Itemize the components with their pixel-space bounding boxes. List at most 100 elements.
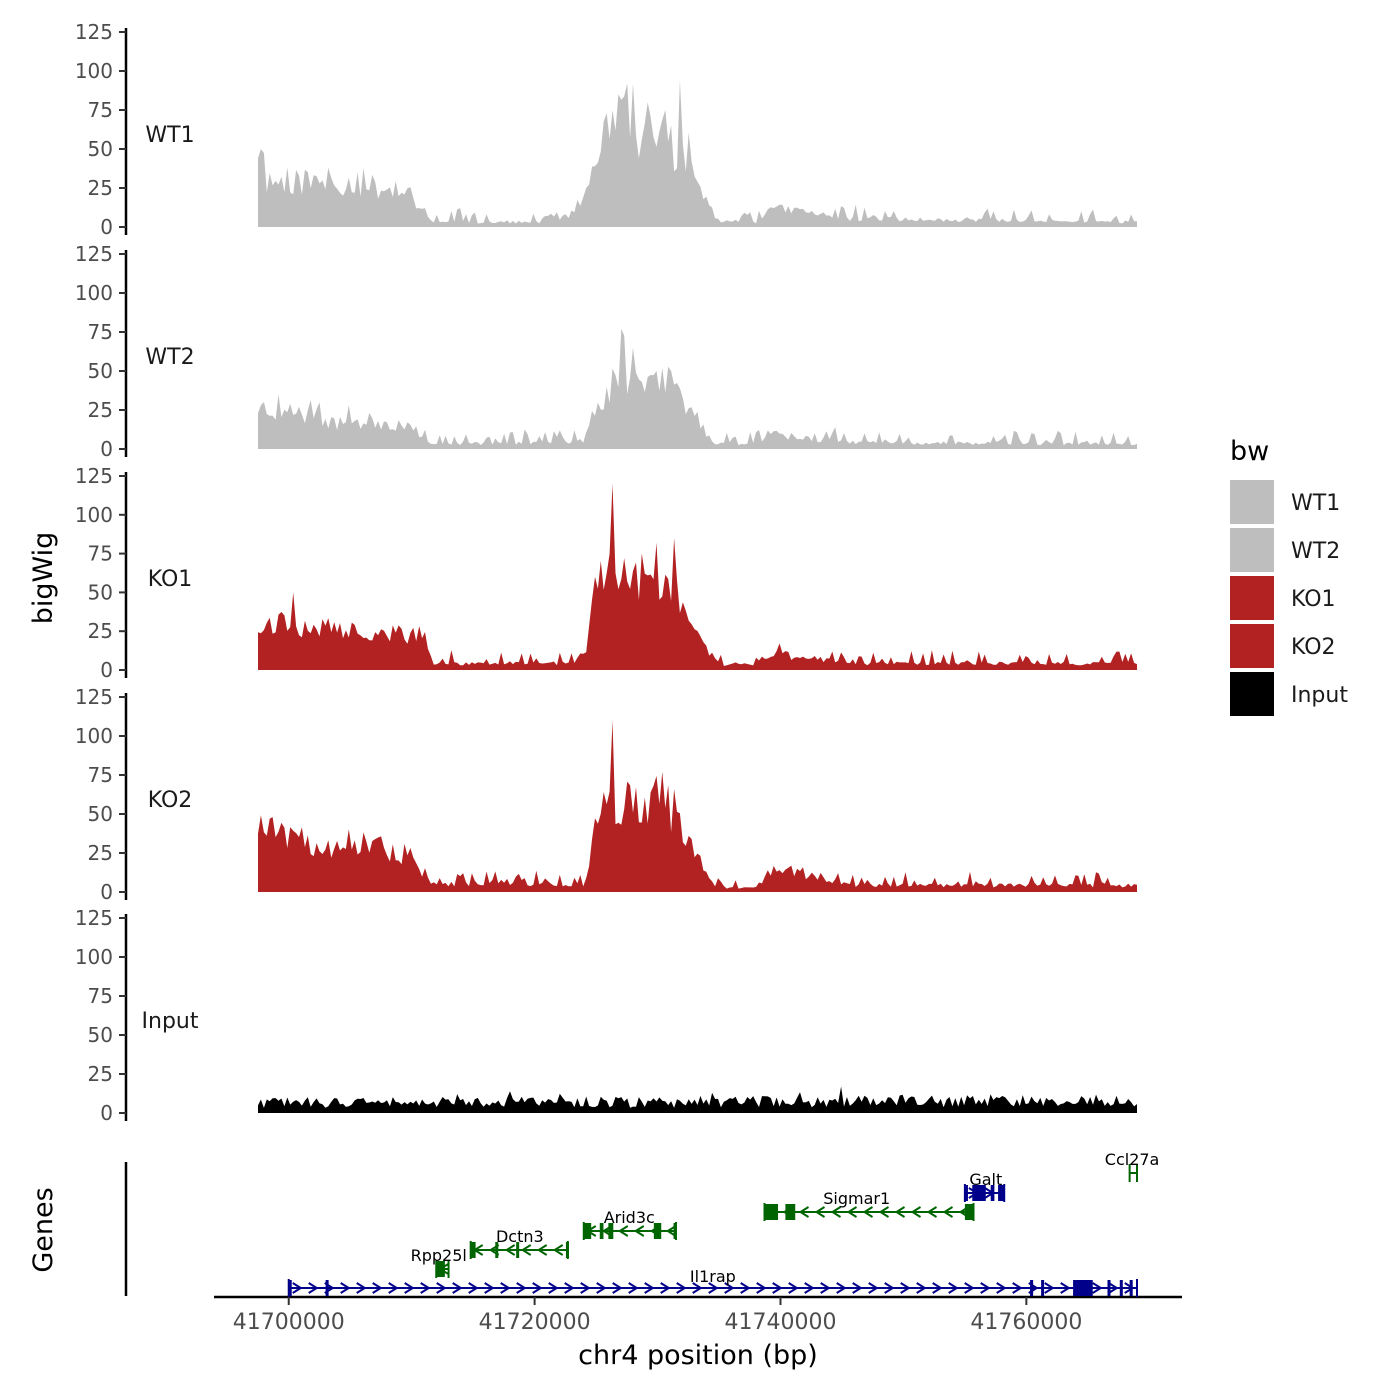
legend-key-ko1: [1230, 576, 1274, 620]
y-tick-label: 50: [88, 137, 113, 161]
strand-arrow: [820, 1282, 831, 1294]
strand-arrow: [878, 1206, 890, 1218]
legend: bw WT1 WT2 KO1 KO2 Input: [1230, 436, 1348, 716]
legend-key-input: [1230, 672, 1274, 716]
legend-label-input: Input: [1291, 683, 1348, 708]
strand-arrow: [520, 1244, 532, 1256]
strand-arrow: [580, 1282, 591, 1294]
strand-arrow: [798, 1206, 810, 1218]
legend-key-wt2: [1230, 528, 1274, 572]
exon: [1129, 1280, 1133, 1296]
strand-arrow: [830, 1206, 842, 1218]
strand-arrow: [548, 1282, 559, 1294]
y-tick-label: 75: [88, 984, 113, 1008]
exon: [1119, 1280, 1123, 1296]
strand-arrow: [596, 1282, 607, 1294]
strand-arrow: [1044, 1282, 1055, 1294]
strand-arrow: [504, 1244, 516, 1256]
legend-label-ko1: KO1: [1291, 587, 1336, 612]
coverage-area-wt2: [258, 328, 1137, 449]
strand-arrow: [484, 1282, 495, 1294]
gene-ccl27a: Ccl27a: [1105, 1150, 1160, 1182]
exon: [583, 1223, 592, 1239]
y-tick-label: 0: [100, 437, 113, 461]
exon: [764, 1204, 779, 1220]
exon: [785, 1204, 796, 1220]
y-tick-label: 75: [88, 98, 113, 122]
strand-arrow: [404, 1282, 415, 1294]
y-tick-label: 50: [88, 1023, 113, 1047]
gene-label: Galt: [969, 1170, 1002, 1189]
gene-label: Ccl27a: [1105, 1150, 1160, 1169]
strand-arrow: [926, 1206, 938, 1218]
y-tick-label: 0: [100, 215, 113, 239]
coverage-area-wt1: [258, 80, 1137, 228]
x-tick-label: 41720000: [479, 1310, 591, 1335]
y-tick-label: 25: [88, 176, 113, 200]
legend-title: bw: [1230, 436, 1269, 467]
coverage-area-ko1: [258, 483, 1137, 670]
y-tick-label: 0: [100, 1101, 113, 1125]
track-label: KO1: [148, 567, 193, 592]
exon: [653, 1223, 662, 1239]
strand-arrow: [900, 1282, 911, 1294]
strand-arrow: [724, 1282, 735, 1294]
coverage-tracks: 0 25 50 75 100 125 WT1 0 25 50 75 100 125 WT2 0 25 50 75 1…: [75, 20, 1137, 1125]
exon: [495, 1242, 499, 1258]
y-tick-label: 125: [75, 906, 113, 930]
strand-arrow: [500, 1282, 511, 1294]
gene-arid3c: Arid3c: [582, 1208, 677, 1240]
y-tick-label: 25: [88, 619, 113, 643]
strand-arrow: [633, 1225, 645, 1237]
gene-annotation-panel: 41700000 41720000 41740000 41760000 Il1rap Rp…: [124, 1150, 1182, 1335]
y-tick-label: 25: [88, 398, 113, 422]
exon: [470, 1242, 476, 1258]
track-label: WT2: [145, 345, 194, 370]
track-ko2: 0 25 50 75 100 125 KO2: [75, 685, 1137, 904]
exon: [972, 1185, 986, 1201]
strand-arrow: [894, 1206, 906, 1218]
strand-arrow: [910, 1206, 922, 1218]
strand-arrow: [612, 1282, 623, 1294]
genes-axis-title: Genes: [28, 1187, 59, 1272]
strand-arrow: [420, 1282, 431, 1294]
exon: [1073, 1280, 1093, 1296]
y-tick-label: 25: [88, 1062, 113, 1086]
strand-arrow: [1092, 1282, 1103, 1294]
strand-arrow: [644, 1282, 655, 1294]
strand-arrow: [756, 1282, 767, 1294]
strand-arrow: [862, 1206, 874, 1218]
strand-arrow: [948, 1282, 959, 1294]
exon: [608, 1223, 614, 1239]
strand-arrow: [308, 1282, 319, 1294]
strand-arrow: [532, 1282, 543, 1294]
strand-arrow: [772, 1282, 783, 1294]
strand-arrow: [356, 1282, 367, 1294]
exon: [990, 1185, 995, 1201]
exon: [516, 1242, 520, 1258]
track-wt1: 0 25 50 75 100 125 WT1: [75, 20, 1137, 239]
y-tick-label: 100: [75, 281, 113, 305]
legend-label-wt2: WT2: [1291, 539, 1340, 564]
strand-arrow: [788, 1282, 799, 1294]
y-tick-label: 50: [88, 359, 113, 383]
track-label: WT1: [145, 123, 194, 148]
legend-key-ko2: [1230, 624, 1274, 668]
strand-arrow: [980, 1282, 991, 1294]
gene-label: Dctn3: [496, 1227, 544, 1246]
gene-sigmar1: Sigmar1: [763, 1189, 975, 1221]
strand-arrow: [628, 1282, 639, 1294]
y-tick-label: 125: [75, 685, 113, 709]
strand-arrow: [932, 1282, 943, 1294]
y-tick-label: 100: [75, 503, 113, 527]
exon: [1030, 1280, 1034, 1296]
gene-rpp25l: Rpp25l: [411, 1246, 467, 1278]
y-tick-label: 25: [88, 841, 113, 865]
strand-arrow: [916, 1282, 927, 1294]
coverage-area-ko2: [258, 720, 1137, 892]
exon: [673, 1223, 677, 1239]
strand-arrow: [1012, 1282, 1023, 1294]
strand-arrow: [617, 1225, 629, 1237]
y-tick-label: 0: [100, 880, 113, 904]
